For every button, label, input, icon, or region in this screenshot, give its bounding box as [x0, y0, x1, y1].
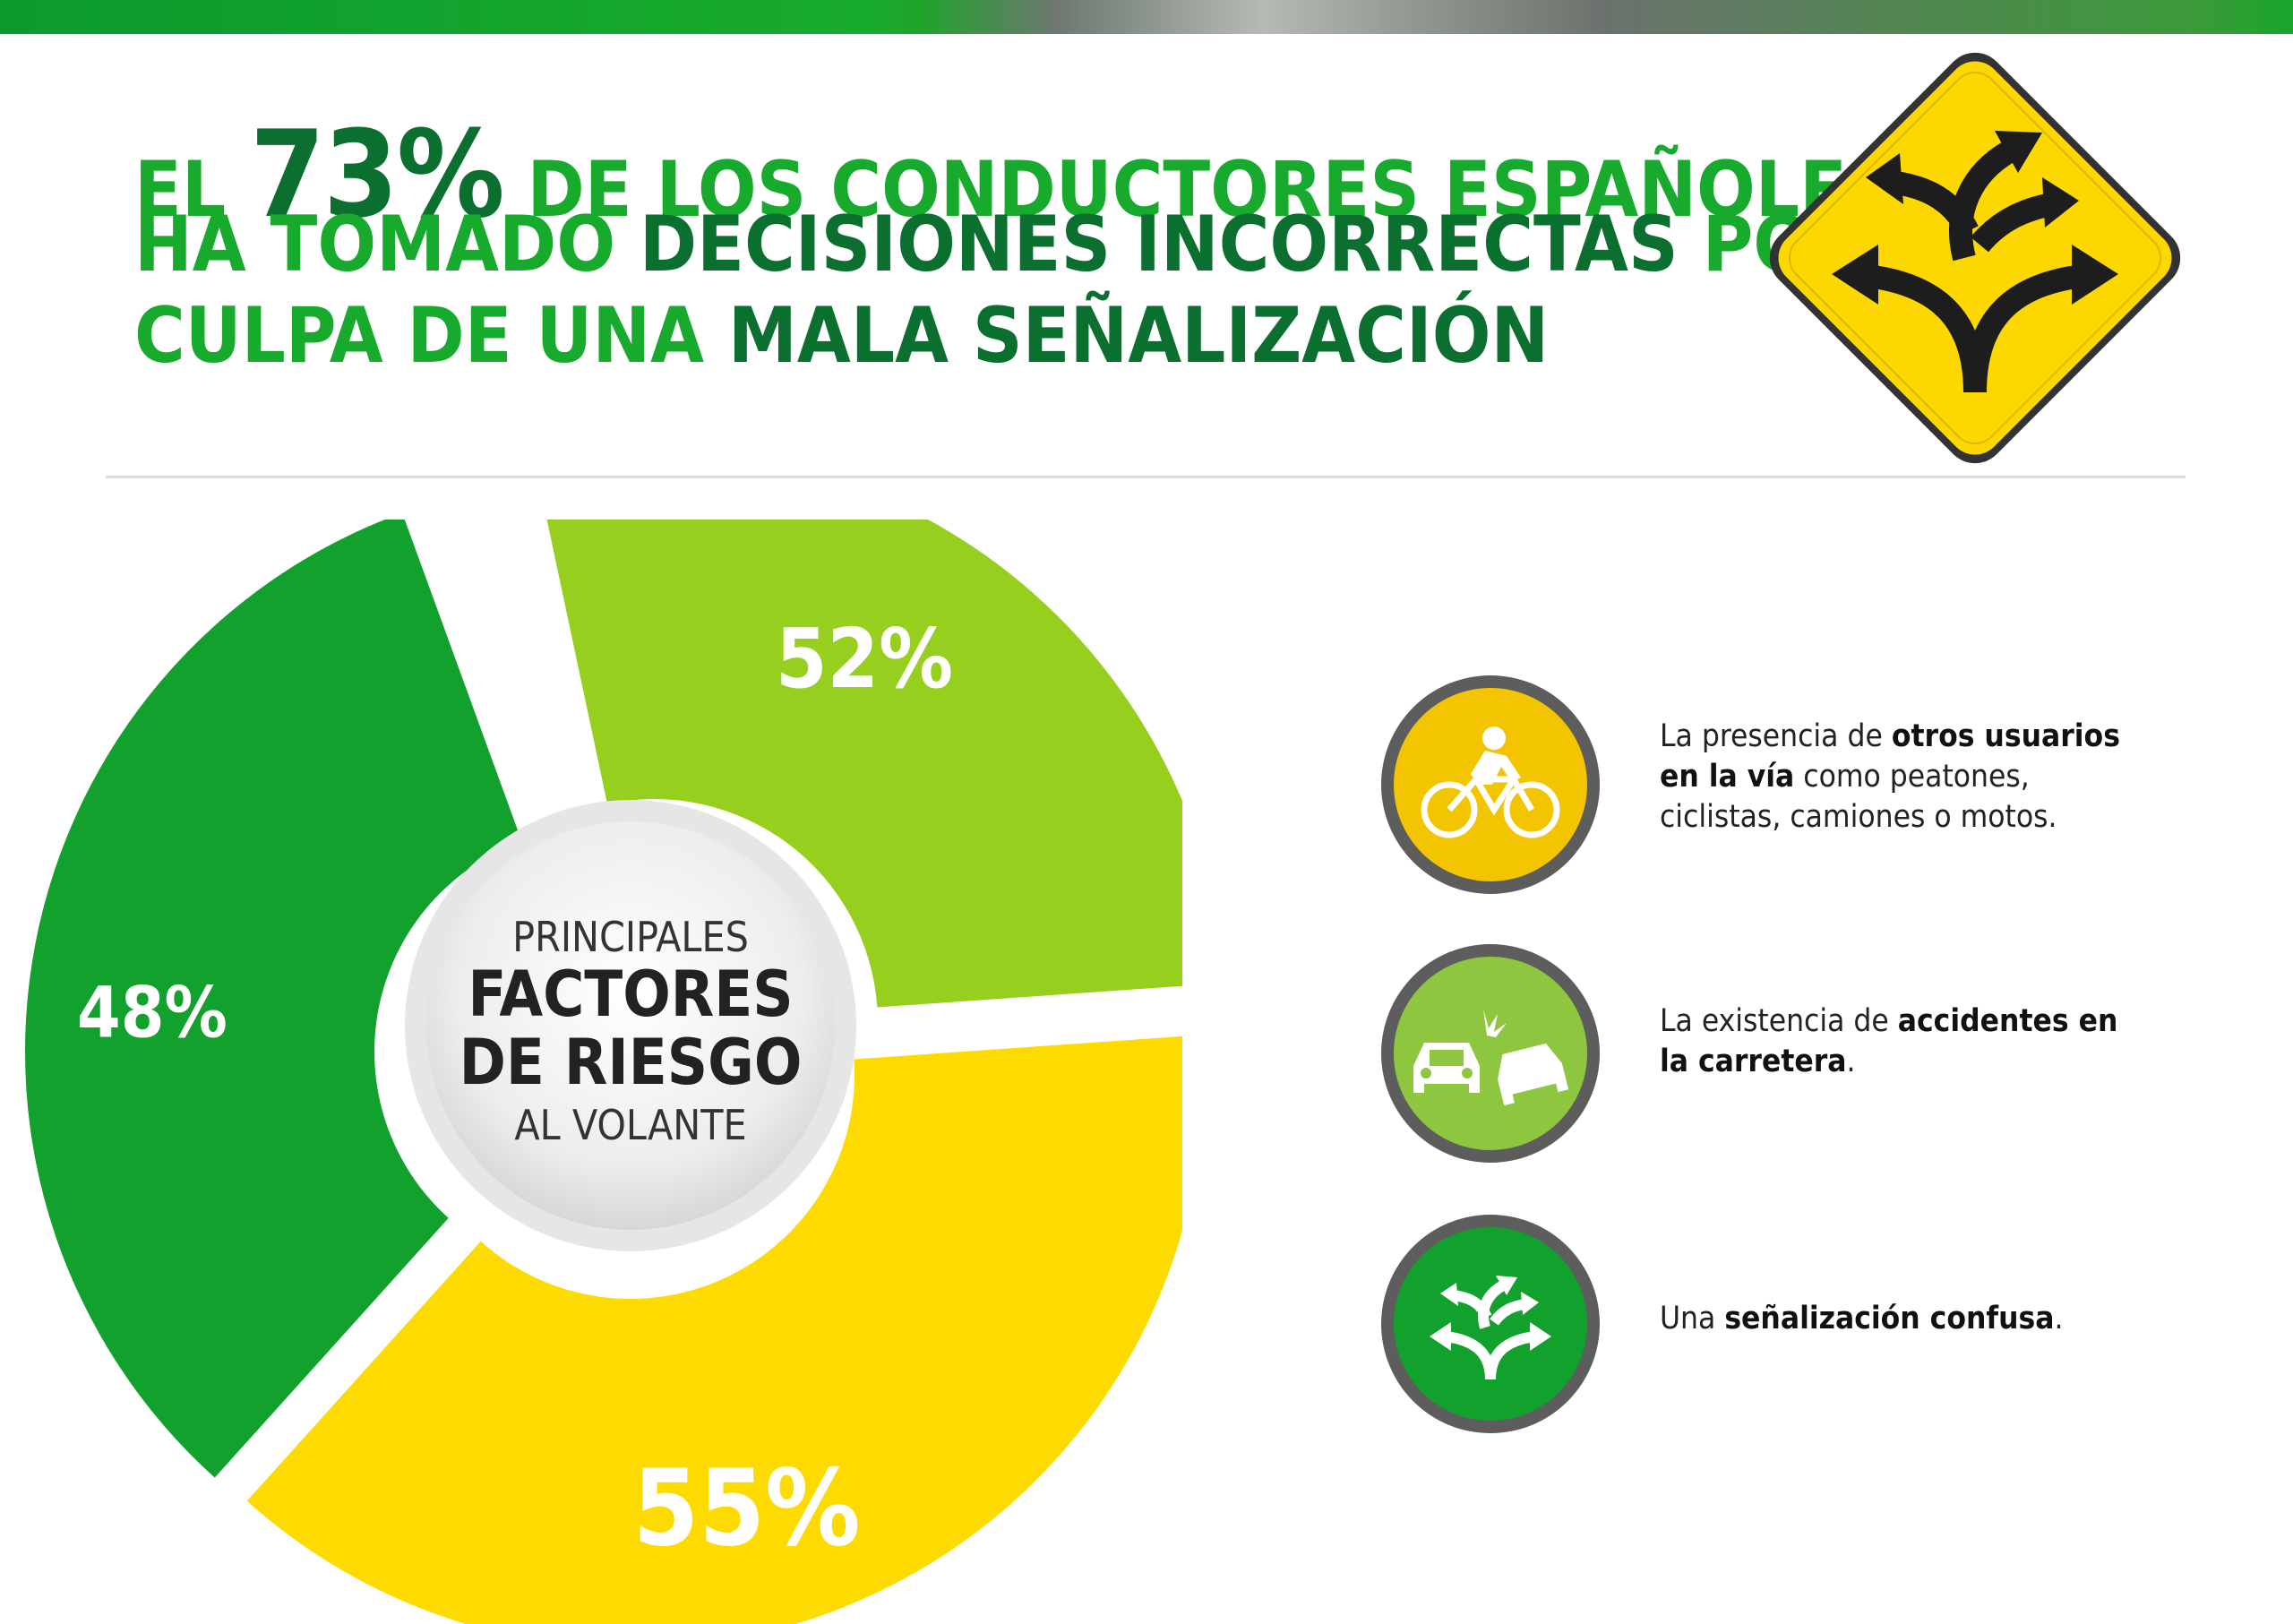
donut-slice-55 — [246, 1035, 1182, 1624]
headline-line-1: EL 73% DE LOS CONDUCTORES ESPAÑOLES — [134, 105, 1897, 245]
center-circle — [426, 821, 835, 1230]
factor-text-other-road-users: La presencia de otros usuarios en la vía… — [1660, 718, 2120, 835]
road-sign-icon — [1769, 52, 2181, 464]
center-line-1: PRINCIPALES — [512, 913, 749, 961]
factor-text-road-accidents: La existencia de accidentes en la carret… — [1660, 1003, 2118, 1079]
risk-factors-donut-chart: 52% 55% 48% PRINCIPALES FACTORES DE RIESGO… — [25, 520, 1182, 1624]
divider — [106, 476, 2186, 478]
center-line-2: FACTORES — [468, 958, 793, 1031]
headline-line-3: CULPA DE UNA MALA SEÑALIZACIÓN — [134, 291, 1550, 381]
donut-label-48: 48% — [77, 974, 228, 1054]
center-line-4: AL VOLANTE — [514, 1101, 746, 1149]
car-crash-icon — [1381, 944, 1600, 1163]
donut-slice-52 — [546, 520, 1182, 1008]
center-line-3: DE RIESGO — [459, 1026, 803, 1099]
donut-slice-48 — [25, 520, 522, 1478]
headline-line-2: HA TOMADO DECISIONES INCORRECTAS POR — [134, 200, 1866, 289]
top-banner — [0, 0, 2293, 34]
headline: EL 73% DE LOS CONDUCTORES ESPAÑOLES HA T… — [134, 105, 1897, 389]
branching-arrows-icon — [1381, 1215, 1600, 1433]
cyclist-icon — [1381, 675, 1600, 894]
headline-percentage: 73% — [250, 105, 505, 245]
donut-label-52: 52% — [776, 611, 953, 707]
donut-label-55: 55% — [632, 1446, 860, 1569]
factor-text-confusing-signage: Una señalización confusa. — [1660, 1301, 2064, 1336]
